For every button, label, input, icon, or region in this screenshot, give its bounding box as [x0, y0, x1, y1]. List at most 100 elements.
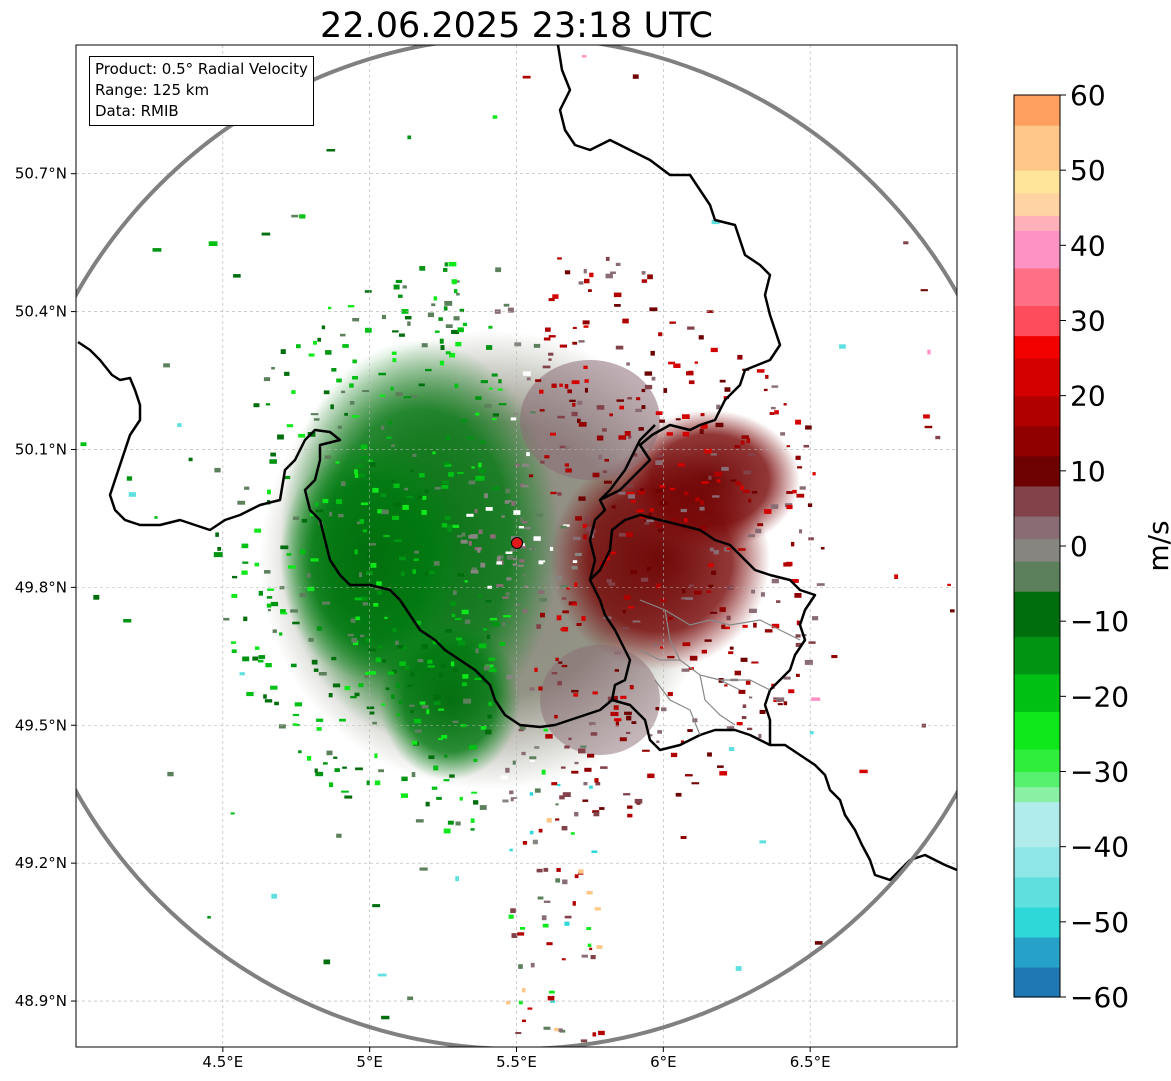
echo-speckle — [534, 788, 541, 793]
echo-speckle — [615, 262, 621, 266]
echo-speckle — [786, 445, 790, 448]
echo-speckle — [299, 549, 306, 555]
colorbar-cell — [1014, 591, 1060, 637]
echo-speckle — [666, 432, 673, 436]
echo-speckle — [557, 492, 562, 496]
echo-speckle — [655, 523, 660, 528]
echo-speckle — [395, 279, 403, 283]
echo-speckle — [589, 272, 594, 278]
echo-speckle — [734, 670, 741, 676]
echo-speckle — [365, 671, 369, 675]
echo-speckle — [517, 564, 524, 567]
echo-speckle — [615, 721, 619, 727]
echo-speckle — [271, 893, 277, 899]
echo-speckle — [454, 289, 458, 294]
echo-speckle — [658, 332, 663, 337]
echo-speckle — [452, 720, 459, 724]
echo-speckle — [473, 800, 479, 805]
echo-speckle — [308, 637, 314, 642]
echo-speckle — [452, 280, 456, 285]
echo-speckle — [561, 664, 568, 668]
echo-speckle — [903, 241, 909, 245]
echo-speckle — [351, 637, 358, 643]
echo-speckle — [517, 932, 525, 936]
echo-speckle — [771, 578, 779, 584]
echo-speckle — [152, 248, 162, 252]
echo-speckle — [564, 915, 572, 919]
echo-speckle — [387, 671, 395, 675]
echo-speckle — [453, 669, 458, 673]
echo-speckle — [274, 701, 279, 706]
echo-speckle — [796, 673, 800, 677]
echo-speckle — [427, 312, 434, 318]
echo-speckle — [410, 671, 415, 677]
echo-speckle — [682, 431, 690, 437]
colorbar-tick-label: 60 — [1070, 79, 1106, 112]
echo-speckle — [355, 767, 363, 771]
echo-speckle — [291, 390, 296, 394]
echo-speckle — [710, 453, 717, 456]
echo-speckle — [539, 409, 545, 412]
echo-speckle — [564, 921, 570, 926]
echo-speckle — [795, 642, 802, 647]
echo-speckle — [626, 362, 630, 366]
echo-speckle — [433, 296, 438, 301]
lat-tick-label: 49.2°N — [15, 854, 67, 872]
echo-speckle — [625, 532, 633, 537]
echo-speckle — [344, 412, 348, 416]
echo-speckle — [509, 848, 513, 852]
echo-speckle — [463, 698, 472, 704]
echo-speckle — [466, 436, 474, 440]
echo-speckle — [328, 782, 334, 788]
echo-speckle — [286, 424, 294, 428]
echo-speckle — [461, 532, 466, 537]
echo-speckle — [651, 376, 656, 381]
echo-speckle — [554, 1027, 559, 1032]
echo-speckle — [566, 587, 570, 590]
echo-speckle — [414, 550, 419, 554]
echo-speckle — [381, 703, 386, 706]
echo-speckle — [332, 683, 341, 688]
echo-speckle — [502, 596, 509, 599]
echo-speckle — [443, 306, 448, 311]
echo-speckle — [504, 500, 509, 504]
echo-speckle — [523, 585, 529, 588]
echo-speckle — [719, 771, 728, 776]
echo-speckle — [424, 571, 428, 577]
echo-speckle — [490, 534, 496, 539]
echo-speckle — [631, 500, 636, 503]
echo-speckle — [655, 460, 663, 465]
echo-speckle — [411, 772, 416, 778]
echo-speckle — [314, 768, 318, 773]
lon-tick-label: 6°E — [650, 1053, 677, 1071]
echo-speckle — [558, 661, 563, 664]
echo-speckle — [543, 867, 549, 872]
echo-speckle — [564, 384, 569, 389]
echo-speckle — [292, 723, 298, 726]
echo-speckle — [748, 608, 757, 613]
echo-speckle — [530, 545, 535, 551]
echo-speckle — [378, 645, 383, 649]
echo-speckle — [783, 562, 791, 567]
echo-speckle — [605, 273, 613, 279]
colorbar-cell — [1014, 170, 1060, 194]
echo-speckle — [269, 459, 277, 464]
echo-speckle — [562, 610, 569, 614]
echo-speckle — [540, 612, 545, 618]
echo-speckle — [286, 553, 292, 556]
echo-speckle — [783, 676, 791, 680]
data-source-line: Data: RMIB — [95, 102, 179, 120]
echo-speckle — [377, 590, 382, 595]
echo-speckle — [596, 435, 604, 441]
echo-speckle — [540, 460, 545, 464]
echo-speckle — [799, 529, 803, 534]
echo-speckle — [513, 510, 521, 515]
echo-speckle — [417, 495, 423, 500]
echo-speckle — [447, 527, 453, 532]
echo-speckle — [440, 345, 445, 350]
colorbar-tick-label: −40 — [1070, 831, 1129, 864]
colorbar-cell — [1014, 636, 1060, 675]
echo-speckle — [410, 469, 414, 473]
echo-speckle — [630, 570, 637, 575]
echo-speckle — [241, 570, 248, 575]
